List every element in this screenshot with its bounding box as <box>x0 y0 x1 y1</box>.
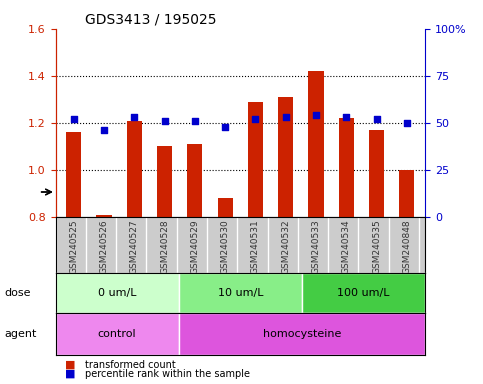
Bar <box>248 102 263 384</box>
Bar <box>179 273 302 313</box>
Text: GSM240535: GSM240535 <box>372 220 381 275</box>
Point <box>403 120 411 126</box>
Text: GSM240525: GSM240525 <box>69 220 78 275</box>
Text: 100 um/L: 100 um/L <box>337 288 390 298</box>
Text: GSM240848: GSM240848 <box>402 220 412 275</box>
Bar <box>97 215 112 384</box>
Text: dose: dose <box>5 288 31 298</box>
Bar <box>179 313 425 355</box>
Point <box>252 116 259 122</box>
Point <box>70 116 78 122</box>
Bar <box>369 130 384 384</box>
Bar <box>217 198 233 384</box>
Point <box>221 124 229 130</box>
Bar <box>127 121 142 384</box>
Text: percentile rank within the sample: percentile rank within the sample <box>85 369 250 379</box>
Text: ■: ■ <box>65 369 76 379</box>
Point <box>282 114 290 120</box>
Text: GSM240530: GSM240530 <box>221 220 229 275</box>
Bar <box>302 273 425 313</box>
Text: GSM240529: GSM240529 <box>190 220 199 275</box>
Text: transformed count: transformed count <box>85 360 175 370</box>
Text: GSM240526: GSM240526 <box>99 220 109 275</box>
Text: GSM240534: GSM240534 <box>342 220 351 275</box>
Point <box>100 127 108 134</box>
Bar <box>56 273 179 313</box>
Bar <box>66 132 81 384</box>
Point <box>312 112 320 118</box>
Bar <box>309 71 324 384</box>
Text: GSM240531: GSM240531 <box>251 220 260 275</box>
Text: GSM240532: GSM240532 <box>281 220 290 275</box>
Point <box>130 114 138 120</box>
Bar <box>157 146 172 384</box>
Text: 0 um/L: 0 um/L <box>98 288 136 298</box>
Text: 10 um/L: 10 um/L <box>217 288 263 298</box>
Text: GSM240533: GSM240533 <box>312 220 321 275</box>
Text: GDS3413 / 195025: GDS3413 / 195025 <box>85 12 216 26</box>
Bar <box>339 118 354 384</box>
Text: control: control <box>98 329 136 339</box>
Bar <box>187 144 202 384</box>
Bar <box>278 97 293 384</box>
Text: homocysteine: homocysteine <box>263 329 341 339</box>
Point <box>161 118 169 124</box>
Point <box>191 118 199 124</box>
Point <box>342 114 350 120</box>
Text: GSM240528: GSM240528 <box>160 220 169 275</box>
Text: GSM240527: GSM240527 <box>130 220 139 275</box>
Text: agent: agent <box>5 329 37 339</box>
Point <box>373 116 381 122</box>
Text: ■: ■ <box>65 360 76 370</box>
Bar <box>56 313 179 355</box>
Bar <box>399 170 414 384</box>
